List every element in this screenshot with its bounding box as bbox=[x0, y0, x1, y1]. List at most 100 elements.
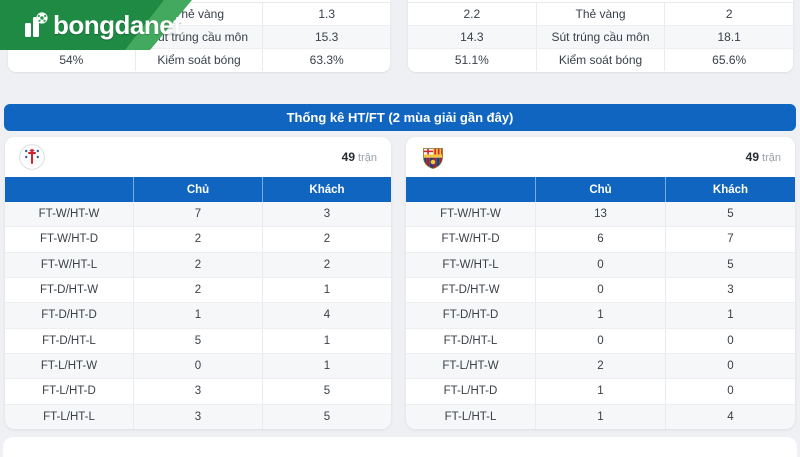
htft-row: FT-W/HT-L 0 5 bbox=[406, 251, 795, 277]
htft-row: FT-W/HT-W 13 5 bbox=[406, 202, 795, 227]
column-header-row: Chủ Khách bbox=[5, 177, 391, 202]
stat-away-value: 1.3 bbox=[262, 3, 390, 25]
htft-label: FT-L/HT-D bbox=[42, 385, 96, 398]
htft-home-value: 2 bbox=[133, 277, 262, 303]
htft-away-value: 1 bbox=[262, 328, 391, 353]
stat-home-value: 51.1% bbox=[454, 53, 489, 67]
stat-label: Sút trúng cầu môn bbox=[535, 26, 665, 48]
htft-row: FT-D/HT-L 0 0 bbox=[406, 327, 795, 353]
htft-row: FT-W/HT-D 2 2 bbox=[5, 226, 391, 252]
htft-row: FT-D/HT-D 1 4 bbox=[5, 302, 391, 328]
stat-away-value: 63.3% bbox=[262, 49, 390, 71]
celta-vigo-logo bbox=[19, 144, 45, 170]
htft-away-value: 0 bbox=[665, 328, 795, 353]
stat-label: Kiểm soát bóng bbox=[134, 49, 263, 71]
htft-label: FT-W/HT-D bbox=[39, 233, 99, 246]
htft-label: FT-D/HT-L bbox=[42, 334, 96, 347]
htft-row: FT-L/HT-D 1 0 bbox=[406, 378, 795, 404]
htft-row: FT-W/HT-L 2 2 bbox=[5, 251, 391, 277]
htft-away-value: 1 bbox=[262, 353, 391, 379]
brand-chart-ball-icon bbox=[25, 12, 48, 37]
stat-label: Kiểm soát bóng bbox=[535, 49, 665, 71]
htft-row: FT-D/HT-D 1 1 bbox=[406, 302, 795, 328]
htft-row: FT-L/HT-W 0 1 bbox=[5, 352, 391, 379]
htft-row: FT-W/HT-D 6 7 bbox=[406, 226, 795, 252]
htft-home-value: 0 bbox=[535, 328, 665, 353]
stat-home-value: 54% bbox=[59, 53, 84, 67]
htft-label: FT-W/HT-W bbox=[440, 208, 501, 221]
htft-label: FT-D/HT-D bbox=[41, 309, 97, 322]
htft-label: FT-L/HT-L bbox=[43, 410, 95, 423]
column-header-blank bbox=[5, 177, 133, 202]
column-header-home: Chủ bbox=[535, 177, 665, 202]
stat-row: 14.3 Sút trúng cầu môn 18.1 bbox=[408, 25, 793, 48]
htft-home-value: 0 bbox=[535, 277, 665, 303]
htft-row: FT-D/HT-L 5 1 bbox=[5, 327, 391, 353]
stat-row: 54% Kiểm soát bóng 63.3% bbox=[8, 48, 390, 71]
next-section-panel bbox=[3, 437, 797, 457]
section-title: Thống kê HT/FT (2 mùa giải gần đây) bbox=[286, 110, 514, 125]
htft-home-value: 1 bbox=[535, 303, 665, 328]
htft-home-value: 1 bbox=[133, 303, 262, 328]
htft-away-value: 0 bbox=[665, 379, 795, 404]
htft-away-value: 7 bbox=[665, 227, 795, 252]
htft-home-value: 2 bbox=[133, 227, 262, 252]
htft-label: FT-W/HT-L bbox=[442, 258, 499, 271]
htft-row: FT-L/HT-D 3 5 bbox=[5, 378, 391, 404]
cutoff-row-sliver bbox=[408, 0, 793, 3]
htft-label: FT-D/HT-W bbox=[441, 284, 500, 297]
top-stats-table-right: 2.2 Thẻ vàng 2 14.3 Sút trúng cầu môn 18… bbox=[408, 0, 793, 72]
htft-away-value: 2 bbox=[262, 252, 391, 277]
htft-home-value: 6 bbox=[535, 227, 665, 252]
htft-label: FT-L/HT-D bbox=[443, 385, 498, 398]
matches-label: trận bbox=[358, 152, 377, 164]
htft-label: FT-L/HT-L bbox=[444, 410, 497, 423]
htft-row: FT-W/HT-W 7 3 bbox=[5, 202, 391, 227]
htft-home-value: 0 bbox=[535, 252, 665, 277]
htft-home-value: 1 bbox=[535, 404, 665, 429]
panel-header: 49 trận bbox=[406, 137, 795, 177]
htft-label: FT-W/HT-L bbox=[40, 258, 98, 271]
htft-home-value: 0 bbox=[133, 353, 262, 379]
htft-rows-right: FT-W/HT-W 13 5 FT-W/HT-D 6 7 FT-W/HT-L 0… bbox=[406, 202, 795, 429]
stat-away-value: 2 bbox=[664, 3, 793, 25]
htft-panel-left: 49 trận Chủ Khách FT-W/HT-W 7 3 FT-W/HT-D… bbox=[5, 137, 391, 429]
stat-row: 2.2 Thẻ vàng 2 bbox=[408, 3, 793, 25]
htft-away-value: 5 bbox=[262, 404, 391, 429]
column-header-away: Khách bbox=[262, 177, 391, 202]
matches-count: 49 trận bbox=[746, 150, 781, 164]
top-stats-rows-right: 2.2 Thẻ vàng 2 14.3 Sút trúng cầu môn 18… bbox=[408, 3, 793, 71]
htft-row: FT-D/HT-W 2 1 bbox=[5, 276, 391, 303]
matches-number: 49 bbox=[745, 150, 760, 164]
htft-label: FT-D/HT-D bbox=[442, 309, 499, 322]
htft-home-value: 13 bbox=[535, 202, 665, 227]
barcelona-logo bbox=[423, 148, 443, 169]
htft-home-value: 3 bbox=[133, 379, 262, 404]
htft-away-value: 2 bbox=[262, 227, 391, 252]
top-stats-table-left: Thẻ vàng 1.3 Sút trúng cầu môn 15.3 54% … bbox=[8, 0, 390, 72]
htft-away-value: 4 bbox=[665, 404, 795, 429]
column-header-blank bbox=[406, 177, 535, 202]
matches-label: trận bbox=[762, 152, 781, 164]
htft-label: FT-L/HT-W bbox=[40, 360, 98, 373]
htft-row: FT-L/HT-L 3 5 bbox=[5, 403, 391, 429]
htft-label: FT-D/HT-W bbox=[39, 284, 99, 297]
htft-rows-left: FT-W/HT-W 7 3 FT-W/HT-D 2 2 FT-W/HT-L 2 … bbox=[5, 202, 391, 429]
htft-label: FT-W/HT-D bbox=[441, 233, 500, 246]
htft-home-value: 7 bbox=[133, 202, 262, 227]
brand-name: bongdanet bbox=[53, 9, 182, 40]
htft-home-value: 2 bbox=[535, 353, 665, 379]
htft-away-value: 1 bbox=[262, 277, 391, 303]
htft-away-value: 3 bbox=[262, 202, 391, 227]
column-header-away: Khách bbox=[665, 177, 795, 202]
matches-count: 49 trận bbox=[342, 150, 377, 164]
htft-away-value: 5 bbox=[262, 379, 391, 404]
htft-away-value: 1 bbox=[665, 303, 795, 328]
htft-home-value: 3 bbox=[133, 404, 262, 429]
htft-home-value: 2 bbox=[133, 252, 262, 277]
htft-away-value: 0 bbox=[665, 353, 795, 379]
htft-away-value: 4 bbox=[262, 303, 391, 328]
htft-away-value: 5 bbox=[665, 252, 795, 277]
htft-label: FT-L/HT-W bbox=[442, 360, 499, 373]
